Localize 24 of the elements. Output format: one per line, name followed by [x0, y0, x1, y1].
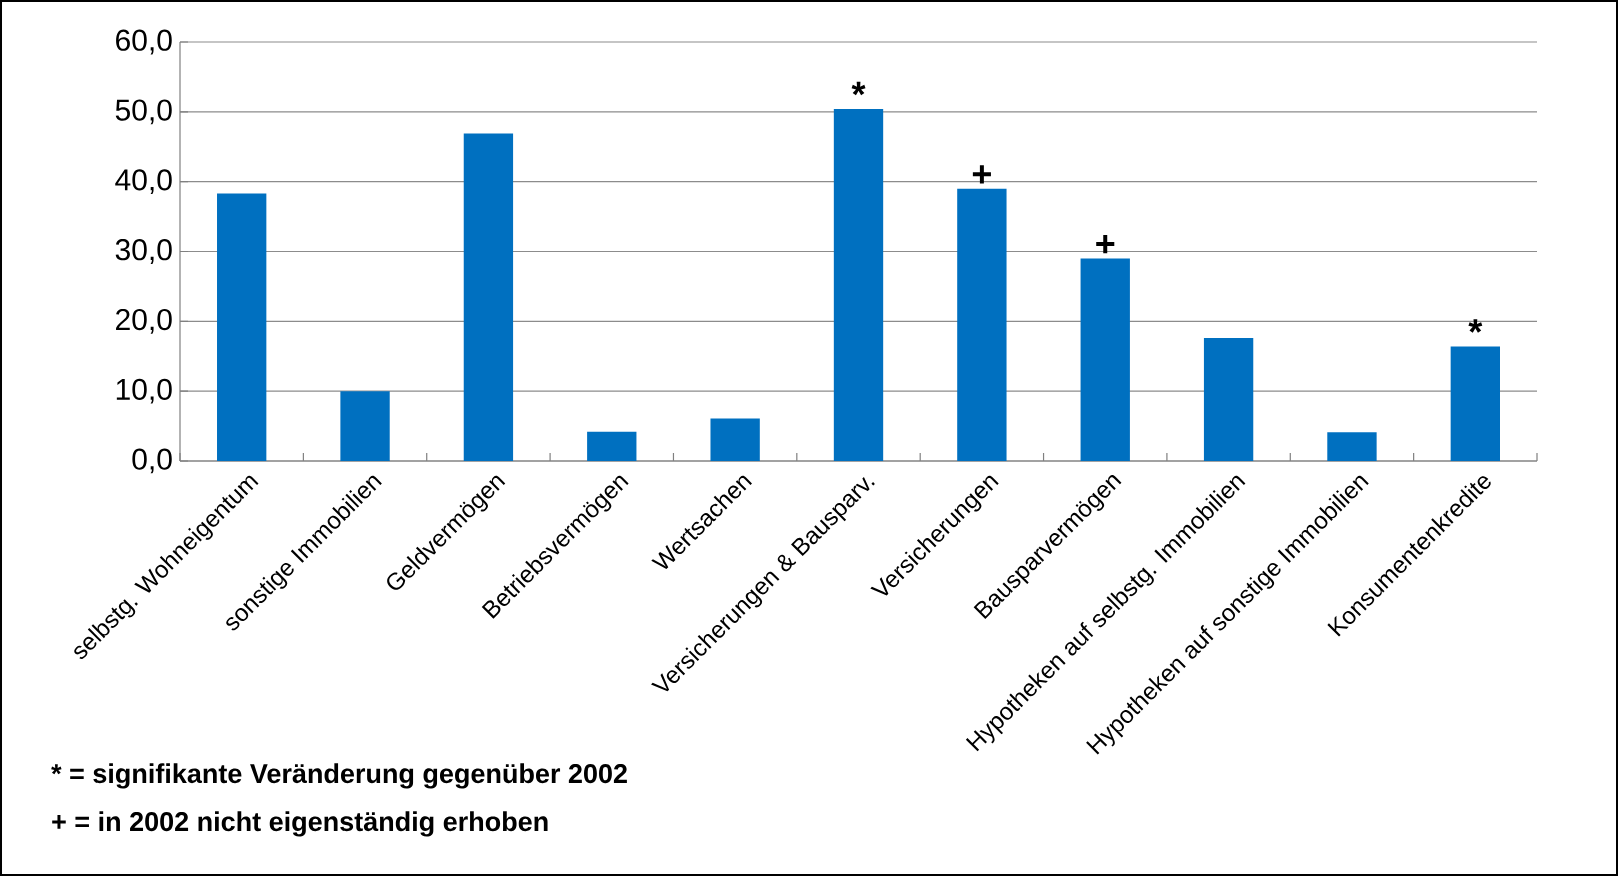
- annotation: *: [851, 81, 866, 96]
- bar: [710, 418, 760, 461]
- bar: [217, 193, 267, 461]
- bar: [587, 431, 637, 461]
- annotation: +: [1096, 234, 1115, 254]
- y-tick-label: 60,0: [116, 29, 172, 55]
- bar: [1327, 432, 1377, 461]
- bar: [957, 188, 1007, 461]
- text: + = in 2002 nicht eigenständig erhoben: [52, 811, 548, 837]
- annotation: +: [972, 165, 991, 184]
- bar: [1203, 338, 1254, 461]
- bar: [1450, 346, 1500, 461]
- y-tick-label: 40,0: [115, 169, 172, 195]
- annotation: *: [1468, 319, 1483, 333]
- y-tick-label: 10,0: [116, 378, 172, 404]
- y-tick-label: 0,0: [132, 448, 172, 474]
- y-tick-label: 50,0: [115, 99, 172, 125]
- bar: [1080, 258, 1130, 461]
- bar: [340, 391, 390, 461]
- bar: [463, 133, 514, 461]
- bar: [833, 109, 884, 461]
- y-tick-label: 20,0: [116, 308, 172, 334]
- text: * = signifikante Veränderung gegenüber 2002: [51, 763, 627, 789]
- y-tick-label: 30,0: [115, 239, 172, 264]
